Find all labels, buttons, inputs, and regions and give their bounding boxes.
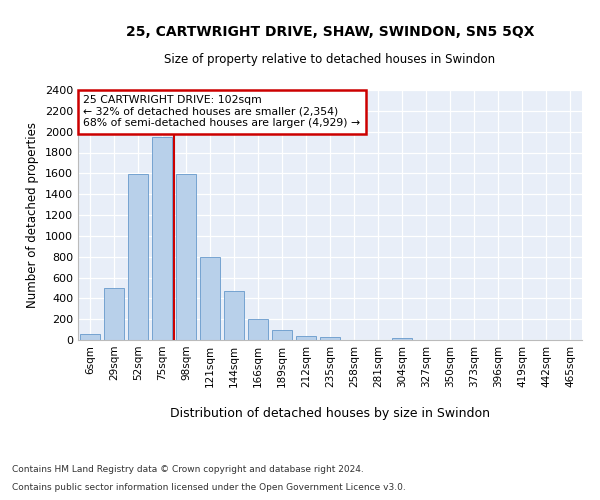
Bar bbox=[128, 174, 148, 340]
Bar bbox=[272, 330, 292, 340]
Text: Contains public sector information licensed under the Open Government Licence v3: Contains public sector information licen… bbox=[12, 482, 406, 492]
Bar bbox=[200, 256, 220, 340]
Bar bbox=[248, 319, 268, 340]
Text: Contains HM Land Registry data © Crown copyright and database right 2024.: Contains HM Land Registry data © Crown c… bbox=[12, 465, 364, 474]
Text: 25 CARTWRIGHT DRIVE: 102sqm
← 32% of detached houses are smaller (2,354)
68% of : 25 CARTWRIGHT DRIVE: 102sqm ← 32% of det… bbox=[83, 95, 360, 128]
Bar bbox=[296, 336, 316, 340]
Text: Distribution of detached houses by size in Swindon: Distribution of detached houses by size … bbox=[170, 408, 490, 420]
Bar bbox=[152, 137, 172, 340]
Bar bbox=[80, 334, 100, 340]
Bar bbox=[320, 337, 340, 340]
Bar bbox=[392, 338, 412, 340]
Bar bbox=[104, 288, 124, 340]
Text: 25, CARTWRIGHT DRIVE, SHAW, SWINDON, SN5 5QX: 25, CARTWRIGHT DRIVE, SHAW, SWINDON, SN5… bbox=[126, 25, 534, 39]
Y-axis label: Number of detached properties: Number of detached properties bbox=[26, 122, 40, 308]
Bar bbox=[224, 291, 244, 340]
Bar bbox=[176, 174, 196, 340]
Text: Size of property relative to detached houses in Swindon: Size of property relative to detached ho… bbox=[164, 52, 496, 66]
